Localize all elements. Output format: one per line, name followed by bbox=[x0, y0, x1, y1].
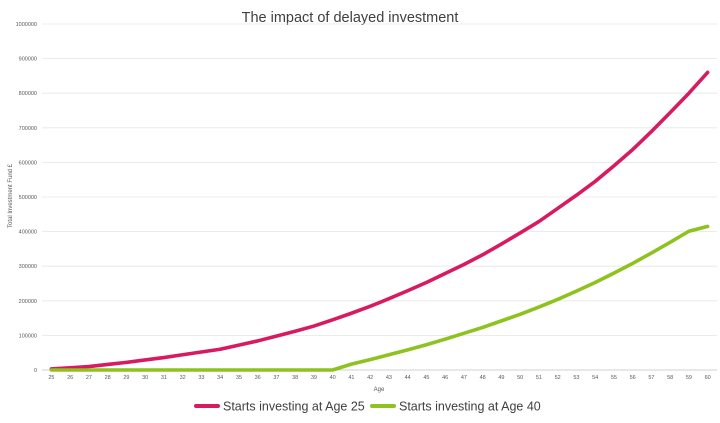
x-tick-label: 50 bbox=[517, 375, 523, 381]
x-tick-label: 41 bbox=[348, 375, 354, 381]
x-tick-label: 58 bbox=[667, 375, 673, 381]
x-tick-label: 43 bbox=[386, 375, 392, 381]
series-lines bbox=[49, 70, 710, 372]
y-tick-label: 100000 bbox=[19, 333, 37, 339]
x-tick-label: 26 bbox=[67, 375, 73, 381]
x-tick-label: 29 bbox=[123, 375, 129, 381]
x-tick-label: 47 bbox=[461, 375, 467, 381]
x-tick-label: 56 bbox=[630, 375, 636, 381]
x-tick-label: 30 bbox=[142, 375, 148, 381]
x-tick-label: 38 bbox=[292, 375, 298, 381]
x-tick-label: 34 bbox=[217, 375, 223, 381]
x-tick-label: 28 bbox=[105, 375, 111, 381]
x-tick-label: 25 bbox=[48, 375, 54, 381]
y-tick-label: 400000 bbox=[19, 230, 37, 236]
x-tick-label: 59 bbox=[686, 375, 692, 381]
y-tick-label: 500000 bbox=[19, 195, 37, 201]
y-tick-label: 700000 bbox=[19, 126, 37, 132]
x-tick-label: 37 bbox=[273, 375, 279, 381]
x-tick-label: 45 bbox=[423, 375, 429, 381]
x-tick-label: 42 bbox=[367, 375, 373, 381]
x-tick-label: 31 bbox=[161, 375, 167, 381]
chart-title: The impact of delayed investment bbox=[242, 10, 459, 26]
legend-label: Starts investing at Age 40 bbox=[399, 400, 541, 414]
y-axis-ticks: 0 100000 200000 300000 400000 500000 600000 700… bbox=[16, 22, 37, 374]
y-tick-label: 0 bbox=[34, 368, 37, 374]
x-tick-label: 52 bbox=[555, 375, 561, 381]
x-axis-title: Age bbox=[374, 387, 385, 393]
legend-label: Starts investing at Age 25 bbox=[223, 400, 365, 414]
y-tick-label: 200000 bbox=[19, 299, 37, 305]
x-tick-label: 46 bbox=[442, 375, 448, 381]
x-tick-label: 44 bbox=[405, 375, 411, 381]
x-axis-ticks: 25 26 27 28 29 30 31 32 33 34 35 36 37 38 39 40 41 42 43 44… bbox=[48, 375, 710, 381]
x-tick-label: 27 bbox=[86, 375, 92, 381]
y-axis-title: Total Investment Fund £ bbox=[8, 163, 14, 228]
x-tick-label: 57 bbox=[648, 375, 654, 381]
legend: Starts investing at Age 25 Starts investi… bbox=[194, 400, 541, 414]
x-tick-label: 40 bbox=[330, 375, 336, 381]
y-tick-label: 800000 bbox=[19, 91, 37, 97]
series-line-1 bbox=[49, 70, 710, 371]
x-tick-label: 35 bbox=[236, 375, 242, 381]
x-tick-label: 33 bbox=[198, 375, 204, 381]
x-tick-label: 39 bbox=[311, 375, 317, 381]
x-tick-label: 36 bbox=[255, 375, 261, 381]
y-tick-label: 300000 bbox=[19, 264, 37, 270]
x-tick-label: 49 bbox=[498, 375, 504, 381]
x-tick-label: 54 bbox=[592, 375, 598, 381]
x-tick-label: 60 bbox=[705, 375, 711, 381]
y-tick-label: 600000 bbox=[19, 160, 37, 166]
gridlines bbox=[42, 23, 717, 371]
x-tick-label: 55 bbox=[611, 375, 617, 381]
x-tick-label: 32 bbox=[180, 375, 186, 381]
x-tick-label: 51 bbox=[536, 375, 542, 381]
x-tick-label: 48 bbox=[480, 375, 486, 381]
y-tick-label: 900000 bbox=[19, 57, 37, 63]
series-line-2 bbox=[49, 224, 710, 372]
y-tick-label: 1000000 bbox=[16, 22, 37, 28]
x-tick-label: 53 bbox=[573, 375, 579, 381]
